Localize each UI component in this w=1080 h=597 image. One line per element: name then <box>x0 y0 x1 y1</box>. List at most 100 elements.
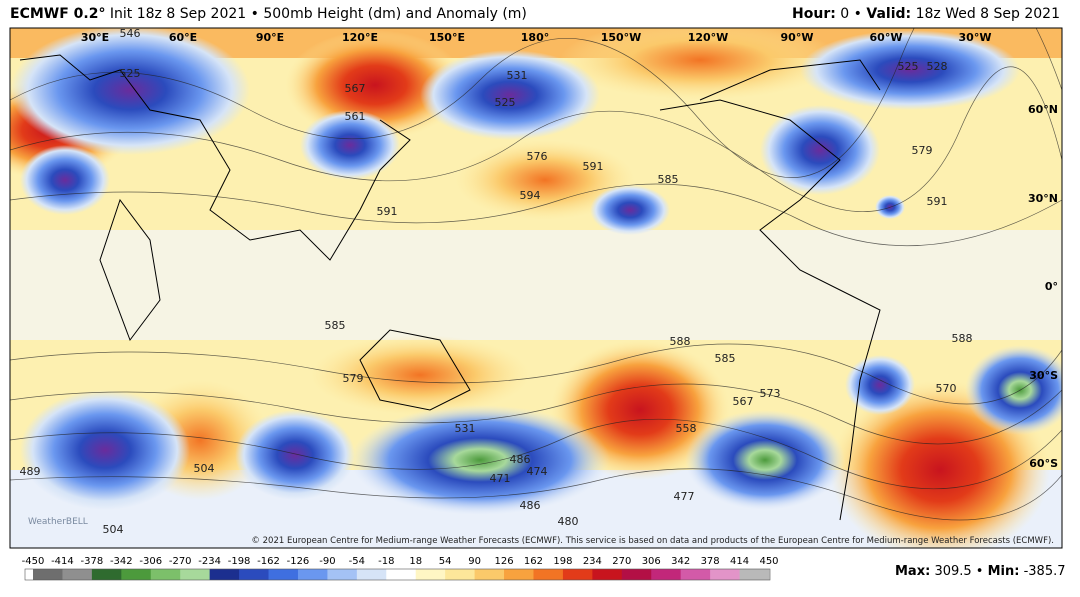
contour-label: 489 <box>20 465 41 478</box>
max: 309.5 <box>934 564 971 579</box>
contour-label: 480 <box>558 515 579 528</box>
contour-label: 573 <box>760 387 781 400</box>
contour-label: 558 <box>676 422 697 435</box>
colorbar-frame <box>24 568 771 581</box>
colorbar-tick-label: 54 <box>439 556 452 567</box>
colorbar-segment <box>62 569 93 580</box>
max-label: Max: <box>895 564 930 579</box>
longitude-label: 60°W <box>870 31 903 44</box>
contour-label: 504 <box>103 523 124 536</box>
model: ECMWF 0.2° <box>10 6 105 22</box>
longitude-label: 60°E <box>169 31 197 44</box>
hour-label: Hour: <box>792 6 836 22</box>
colorbar-segment <box>415 569 446 580</box>
colorbar-tick-label: -198 <box>228 556 251 567</box>
contour-label: 591 <box>583 160 604 173</box>
colorbar-tick-label: 18 <box>409 556 422 567</box>
map <box>10 28 1062 548</box>
colorbar-segment <box>327 569 358 580</box>
colorbar-tick-label: 306 <box>642 556 661 567</box>
hour: 0 <box>840 6 849 22</box>
longitude-label: 90°E <box>256 31 284 44</box>
init: Init 18z 8 Sep 2021 <box>110 6 246 22</box>
colorbar-segment <box>356 569 387 580</box>
valid-label: Valid: <box>866 6 911 22</box>
colorbar-segment <box>533 569 564 580</box>
colorbar-tick-label: -306 <box>139 556 162 567</box>
latitude-label: 0° <box>1045 280 1058 293</box>
valid-time: Hour: 0 • Valid: 18z Wed 8 Sep 2021 <box>792 6 1060 22</box>
colorbar-tick-label: 270 <box>612 556 631 567</box>
colorbar-tick-label: 126 <box>494 556 513 567</box>
longitude-label: 150°W <box>601 31 642 44</box>
colorbar-tick-label: -450 <box>22 556 45 567</box>
colorbar-segment <box>680 569 711 580</box>
colorbar-tick-label: 342 <box>671 556 690 567</box>
contour-label: 528 <box>927 60 948 73</box>
title: ECMWF 0.2° Init 18z 8 Sep 2021 • 500mb H… <box>10 6 527 22</box>
latitude-label: 30°S <box>1029 369 1058 382</box>
colorbar-tick-label: -126 <box>287 556 310 567</box>
colorbar-tick-label: 450 <box>759 556 778 567</box>
contour-label: 525 <box>495 96 516 109</box>
colorbar-tick-label: -18 <box>378 556 394 567</box>
contour-label: 486 <box>510 453 531 466</box>
contour-label: 531 <box>507 69 528 82</box>
colorbar-tick-label: -54 <box>349 556 365 567</box>
colorbar-segment <box>268 569 299 580</box>
colorbar-segment <box>180 569 211 580</box>
colorbar-segment <box>150 569 181 580</box>
colorbar-tick-label: 414 <box>730 556 749 567</box>
contour-label: 585 <box>715 352 736 365</box>
colorbar-tick-label: -90 <box>319 556 335 567</box>
colorbar-segment <box>474 569 505 580</box>
colorbar-segment <box>209 569 240 580</box>
map-frame <box>9 27 1063 549</box>
colorbar-tick-label: 90 <box>468 556 481 567</box>
contour-label: 567 <box>345 82 366 95</box>
longitude-label: 180° <box>521 31 549 44</box>
contour-label: 576 <box>527 150 548 163</box>
valid: 18z Wed 8 Sep 2021 <box>916 6 1060 22</box>
contour-label: 579 <box>912 144 933 157</box>
contour-label: 567 <box>733 395 754 408</box>
colorbar-tick-label: 378 <box>701 556 720 567</box>
colorbar-segment <box>651 569 682 580</box>
colorbar-tick-label: -414 <box>51 556 74 567</box>
contour-label: 591 <box>927 195 948 208</box>
colorbar-segment <box>33 569 63 580</box>
longitude-label: 120°W <box>688 31 729 44</box>
colorbar-tick-label: -162 <box>257 556 280 567</box>
contour-label: 474 <box>527 465 548 478</box>
latitude-label: 30°N <box>1028 192 1058 205</box>
colorbar-tick-label: 198 <box>553 556 572 567</box>
contour-label: 585 <box>658 173 679 186</box>
colorbar-tick-label: -234 <box>198 556 221 567</box>
contour-label: 546 <box>120 27 141 40</box>
longitude-label: 120°E <box>342 31 378 44</box>
colorbar-tick-label: 234 <box>583 556 602 567</box>
colorbar-segment <box>504 569 534 580</box>
colorbar-segment <box>739 569 770 580</box>
copyright: © 2021 European Centre for Medium-range … <box>251 536 1054 546</box>
colorbar-segment <box>91 569 122 580</box>
watermark: WeatherBELL <box>28 517 88 527</box>
contour-label: 588 <box>670 335 691 348</box>
colorbar-segment <box>445 569 476 580</box>
colorbar-segment <box>562 569 593 580</box>
contour-label: 471 <box>490 472 511 485</box>
contour-label: 570 <box>936 382 957 395</box>
colorbar-segment <box>121 569 152 580</box>
product: 500mb Height (dm) and Anomaly (m) <box>263 6 527 22</box>
contour-label: 525 <box>898 60 919 73</box>
min-label: Min: <box>988 564 1020 579</box>
colorbar-segment <box>710 569 741 580</box>
longitude-label: 30°W <box>959 31 992 44</box>
contour-label: 504 <box>194 462 215 475</box>
longitude-label: 150°E <box>429 31 465 44</box>
colorbar-segment <box>592 569 623 580</box>
colorbar-tick-label: 162 <box>524 556 543 567</box>
colorbar-tick-label: -342 <box>110 556 133 567</box>
colorbar-segment <box>239 569 270 580</box>
colorbar-segment <box>386 569 417 580</box>
